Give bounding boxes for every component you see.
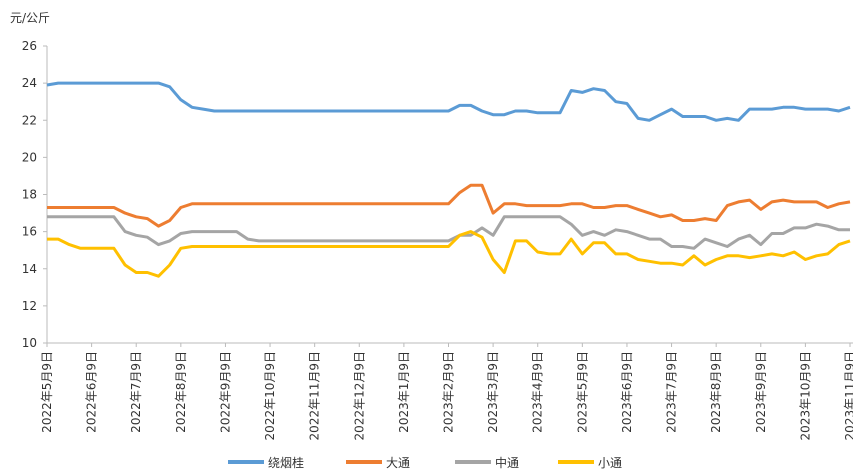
- x-tick-label: 2023年3月9日: [486, 351, 500, 433]
- x-tick-label: 2023年8月9日: [709, 351, 723, 433]
- y-tick-label: 10: [22, 336, 37, 350]
- legend-label: 中通: [495, 455, 519, 470]
- x-tick-label: 2022年9月9日: [218, 351, 232, 433]
- x-tick-label: 2023年5月9日: [575, 351, 589, 433]
- x-tick-label: 2023年4月9日: [531, 351, 545, 433]
- y-tick-label: 26: [22, 39, 37, 53]
- legend-label: 绕烟桂: [268, 455, 304, 470]
- x-tick-label: 2023年2月9日: [442, 351, 456, 433]
- x-tick-label: 2023年6月9日: [620, 351, 634, 433]
- x-tick-label: 2022年12月9日: [352, 351, 366, 440]
- series-line: [47, 230, 851, 278]
- legend-label: 小通: [598, 456, 622, 470]
- y-tick-label: 18: [22, 188, 37, 202]
- x-tick-label: 2022年11月9日: [308, 351, 322, 440]
- legend-label: 大通: [386, 456, 410, 470]
- y-tick-label: 12: [22, 299, 37, 313]
- x-tick-label: 2022年10月9日: [263, 351, 277, 440]
- y-tick-label: 14: [22, 262, 37, 276]
- x-tick-label: 2023年11月9日: [843, 351, 853, 440]
- x-tick-label: 2022年8月9日: [174, 351, 188, 433]
- y-tick-label: 20: [22, 150, 37, 164]
- y-tick-label: 16: [22, 225, 37, 239]
- x-tick-label: 2022年6月9日: [85, 351, 99, 433]
- series-line: [47, 215, 850, 250]
- x-tick-label: 2023年10月9日: [798, 351, 812, 440]
- x-tick-label: 2023年9月9日: [754, 351, 768, 433]
- x-tick-label: 2022年7月9日: [129, 351, 143, 433]
- series-line: [46, 81, 851, 122]
- series-line: [47, 183, 851, 228]
- x-tick-label: 2022年5月9日: [40, 351, 54, 433]
- y-axis-label: 元/公斤: [10, 11, 50, 25]
- x-tick-label: 2023年7月9日: [665, 351, 679, 433]
- x-tick-label: 2023年1月9日: [397, 351, 411, 433]
- y-tick-label: 24: [22, 76, 37, 90]
- y-tick-label: 22: [22, 113, 37, 127]
